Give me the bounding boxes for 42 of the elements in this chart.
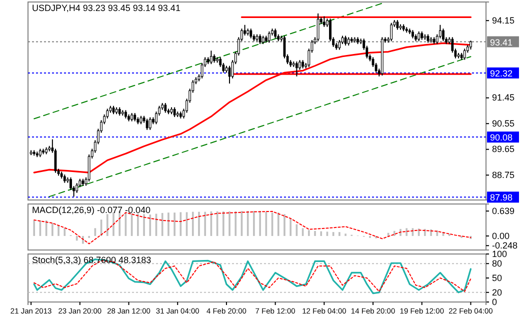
chart-title: MACD(12,26,9) -0.077 -0.040 [32,205,151,215]
candlestick [344,35,347,46]
candlestick [463,48,466,60]
candlestick [268,30,270,44]
candlestick [396,20,399,30]
y-tick-label: 80 [492,258,502,268]
ref-line-label: 87.98 [490,192,513,203]
candlestick [76,182,78,194]
candlestick [250,28,252,39]
y-tick-label: 91.45 [492,92,515,103]
line-series [33,42,472,174]
y-tick-label: 0.639 [492,206,515,216]
candlestick [148,116,152,130]
candlestick [274,28,277,39]
candlestick [210,50,212,65]
candlestick [164,102,167,114]
y-tick-label: 90.55 [492,118,515,128]
candlestick [316,12,320,42]
y-tick-label: 89.65 [492,144,515,154]
candlestick [390,22,393,42]
y-tick-label: 88.75 [492,170,515,180]
ref-line-label: 93.41 [490,37,513,48]
y-tick-label: 94.15 [492,15,515,26]
ref-line-label: 92.32 [490,68,513,78]
y-tick-label: 100 [492,248,508,259]
y-tick-label: 50 [492,272,502,283]
candlestick [173,106,176,118]
ref-line-label: 90.08 [490,132,513,143]
candlestick [338,40,341,50]
candlestick [442,28,444,42]
y-tick-label: 0.00 [492,230,510,241]
candlestick [146,118,148,130]
candlestick [228,65,231,84]
y-tick-label: -0.248 [492,240,518,251]
candlestick [418,30,420,42]
y-tick-label: 0 [492,296,498,307]
chart-title: USDJPY,H4 93.23 93.45 93.14 93.41 [32,3,180,13]
y-tick-label: 20 [492,287,502,298]
candlestick [322,16,326,28]
candlestick [244,24,246,36]
candlestick [258,34,262,45]
candlestick [295,61,298,77]
